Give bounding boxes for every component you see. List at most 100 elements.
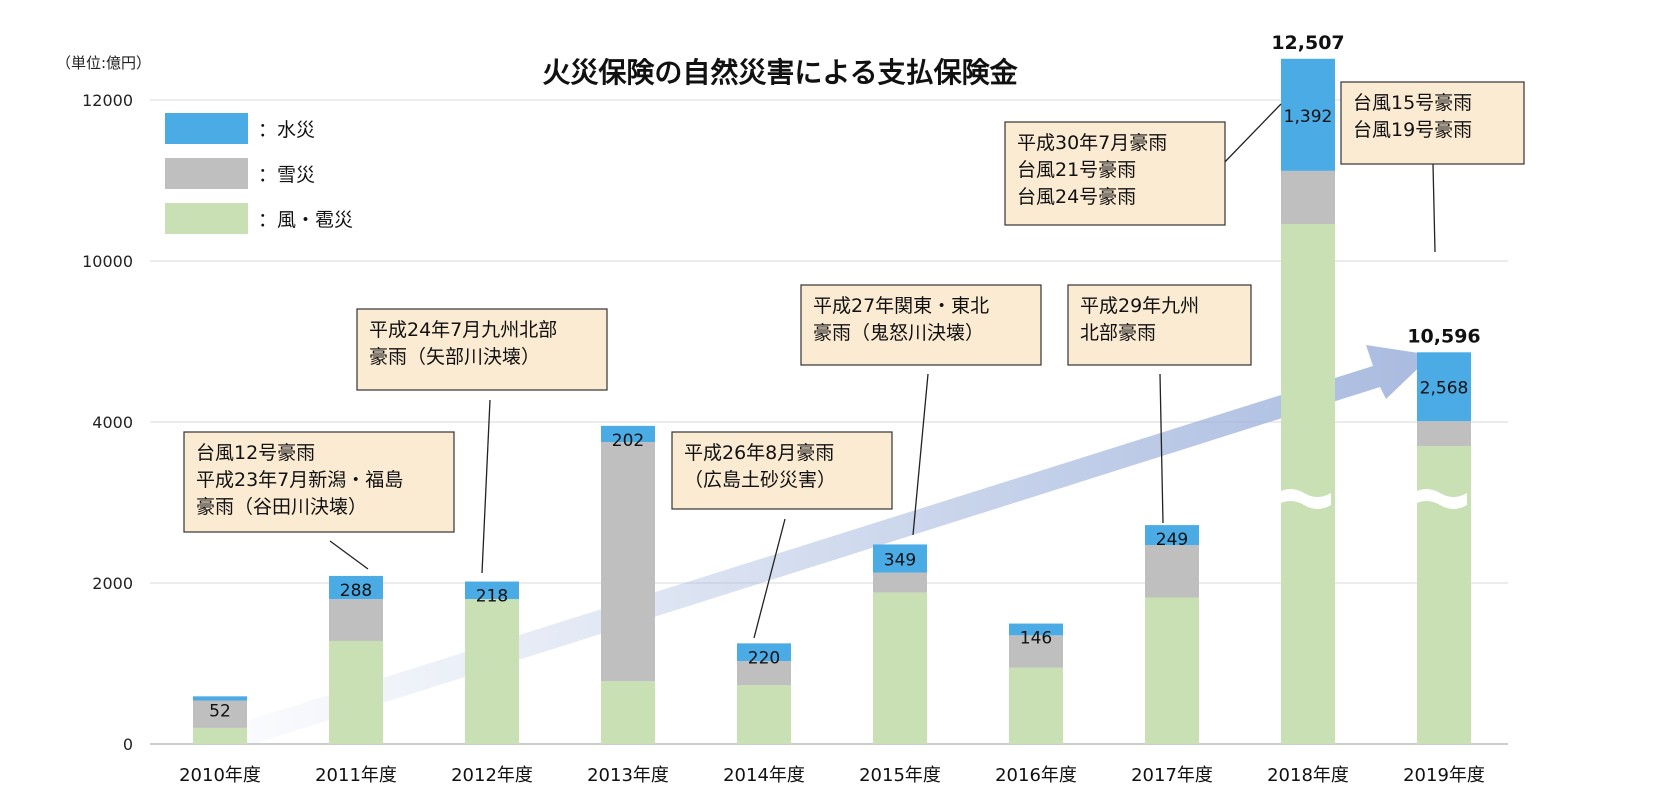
legend-label: ：雪災 xyxy=(258,164,315,186)
bar-stack: 2,568 10,596 xyxy=(1407,325,1481,744)
x-tick-label: 2018年度 xyxy=(1267,765,1349,786)
annotation-frame xyxy=(671,431,893,510)
bar-stack: 288 xyxy=(329,575,383,744)
data-label: 349 xyxy=(884,550,916,570)
bar-segment xyxy=(329,640,383,744)
axis-break-marker xyxy=(1277,489,1331,509)
annotation-text: 豪雨（谷田川決壊） xyxy=(196,496,367,518)
x-axis-labels: 2010年度 2011年度 2012年度 2013年度 2014年度 2015年度 2016… xyxy=(179,765,1485,786)
bars: 52 288 218 202 220 349 146 249 1,392 12,507 2,568 1… xyxy=(193,32,1481,745)
total-label: 10,596 xyxy=(1407,325,1480,347)
legend-swatch xyxy=(165,158,248,189)
bar-stack: 349 xyxy=(873,544,927,744)
total-label: 12,507 xyxy=(1271,32,1344,54)
leader-line xyxy=(912,373,929,536)
leader-line xyxy=(1159,373,1164,524)
bar-stack: 52 xyxy=(193,696,247,744)
leader-line xyxy=(329,540,369,570)
bar-segment xyxy=(1009,635,1063,668)
bar-segment xyxy=(1009,623,1063,636)
data-label: 220 xyxy=(748,648,780,668)
annotation-frame xyxy=(800,284,1042,366)
bar-segment xyxy=(1417,421,1471,447)
annotation-text: 台風12号豪雨 xyxy=(196,442,315,464)
bar-segment xyxy=(329,599,383,641)
data-label: 218 xyxy=(476,587,508,607)
data-label: 202 xyxy=(612,431,644,451)
bar-segment xyxy=(873,544,927,573)
bar-segment xyxy=(601,681,655,744)
bar-segment xyxy=(737,685,791,744)
annotation-text: 台風19号豪雨 xyxy=(1353,119,1472,141)
bar-stack: 218 xyxy=(465,581,519,744)
bar-segment xyxy=(329,575,383,600)
annotation-text: 平成24年7月九州北部 xyxy=(369,319,557,341)
annotation-frame xyxy=(1004,121,1226,226)
bar-segment xyxy=(737,643,791,662)
x-tick-label: 2013年度 xyxy=(587,765,669,786)
unit-label: （単位:億円） xyxy=(56,54,151,72)
annotation-text: 平成23年7月新潟・福島 xyxy=(196,469,403,491)
bar-segment xyxy=(1281,223,1335,745)
bar-segment xyxy=(193,696,247,701)
y-axis-ticks: 0 2000 4000 10000 12000 xyxy=(82,91,133,754)
x-tick-label: 2016年度 xyxy=(995,765,1077,786)
data-label: 2,568 xyxy=(1420,379,1469,399)
legend-label: ：水災 xyxy=(258,119,315,141)
bar-stack: 249 xyxy=(1145,525,1199,744)
data-label: 1,392 xyxy=(1284,107,1333,127)
annotation-text: 台風15号豪雨 xyxy=(1353,92,1472,114)
x-tick-label: 2012年度 xyxy=(451,765,533,786)
leader-line xyxy=(481,399,491,574)
bar-stack: 1,392 12,507 xyxy=(1271,32,1345,745)
bar-segment xyxy=(193,727,247,744)
leader-line xyxy=(753,518,786,639)
leader-line xyxy=(1219,103,1282,168)
bar-segment xyxy=(1417,352,1471,422)
y-tick-label: 10000 xyxy=(82,252,133,271)
annotation-text: 豪雨（矢部川決壊） xyxy=(369,346,540,368)
annotation-frame xyxy=(183,431,455,533)
annotation-text: 北部豪雨 xyxy=(1080,322,1156,344)
data-label: 52 xyxy=(209,701,231,721)
bar-segment xyxy=(1145,597,1199,744)
legend-swatch xyxy=(165,113,248,144)
legend-swatch xyxy=(165,203,248,234)
x-tick-label: 2010年度 xyxy=(179,765,261,786)
annotation-text: 台風24号豪雨 xyxy=(1017,186,1136,208)
bar-segment xyxy=(737,661,791,686)
bar-segment xyxy=(465,599,519,744)
data-label: 249 xyxy=(1156,530,1188,550)
y-tick-label: 4000 xyxy=(92,413,133,432)
bar-segment xyxy=(1145,545,1199,598)
bar-stack: 220 xyxy=(737,643,791,744)
data-label: 146 xyxy=(1020,629,1052,649)
annotation-frame xyxy=(1340,81,1525,165)
bar-segment xyxy=(1281,170,1335,224)
bar-segment xyxy=(193,700,247,728)
legend: ：水災 ：雪災 ：風・雹災 xyxy=(165,113,353,234)
annotation-box: 平成26年8月豪雨 （広島土砂災害） xyxy=(671,431,893,510)
chart-title: 火災保険の自然災害による支払保険金 xyxy=(542,56,1018,89)
annotation-frame xyxy=(356,308,608,391)
annotation-text: 平成26年8月豪雨 xyxy=(684,442,834,464)
bar-segment xyxy=(873,572,927,593)
x-tick-label: 2015年度 xyxy=(859,765,941,786)
y-tick-label: 0 xyxy=(123,735,133,754)
legend-label: ：風・雹災 xyxy=(258,209,353,231)
y-tick-label: 2000 xyxy=(92,574,133,593)
bar-segment xyxy=(465,581,519,600)
annotation-text: 平成29年九州 xyxy=(1080,295,1199,317)
data-label: 288 xyxy=(340,581,372,601)
bar-segment xyxy=(601,425,655,443)
bar-segment xyxy=(601,442,655,682)
annotation-text: 台風21号豪雨 xyxy=(1017,159,1136,181)
annotation-text: （広島土砂災害） xyxy=(684,469,836,491)
x-tick-label: 2014年度 xyxy=(723,765,805,786)
y-tick-label: 12000 xyxy=(82,91,133,110)
x-tick-label: 2019年度 xyxy=(1403,765,1485,786)
axis-break-marker xyxy=(1413,489,1467,509)
